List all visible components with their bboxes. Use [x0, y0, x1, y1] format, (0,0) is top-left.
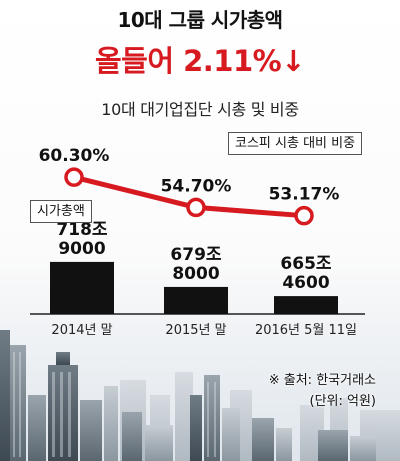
bar-value-label: 8000	[172, 264, 219, 284]
bar	[50, 261, 114, 314]
bar-value-label: 718조	[56, 220, 107, 240]
x-tick-label: 2015년 말	[165, 323, 226, 338]
line-value-label: 53.17%	[269, 185, 340, 205]
bar-value-label: 4600	[282, 273, 329, 293]
line-value-label: 60.30%	[39, 146, 110, 166]
page-title: 10대 그룹 시가총액	[117, 8, 283, 32]
line-point	[64, 167, 84, 187]
bar-value-label: 679조	[170, 245, 221, 265]
bar	[274, 296, 338, 314]
bar	[164, 286, 228, 314]
skyline-near	[0, 330, 376, 461]
unit-line: (단위: 억원)	[309, 394, 377, 409]
line-point	[186, 197, 206, 218]
legend-market-cap: 시가총액	[30, 200, 92, 223]
bar-value-label: 665조	[280, 254, 331, 274]
x-tick-label: 2014년 말	[51, 323, 112, 338]
source-note: ※ 출처: 한국거래소 (단위: 억원)	[269, 370, 376, 412]
building-windows	[13, 352, 216, 457]
line-value-label: 54.70%	[161, 176, 232, 196]
x-tick-label: 2016년 5월 11일	[255, 323, 357, 338]
line-point	[294, 205, 314, 226]
headline: 올들어 2.11%↓	[94, 44, 306, 78]
bar-value-label: 9000	[58, 239, 105, 259]
source-line: ※ 출처: 한국거래소	[268, 373, 376, 388]
legend-kospi-share: 코스피 시총 대비 비중	[228, 132, 363, 155]
chart-subtitle: 10대 대기업집단 시총 및 비중	[101, 100, 299, 119]
